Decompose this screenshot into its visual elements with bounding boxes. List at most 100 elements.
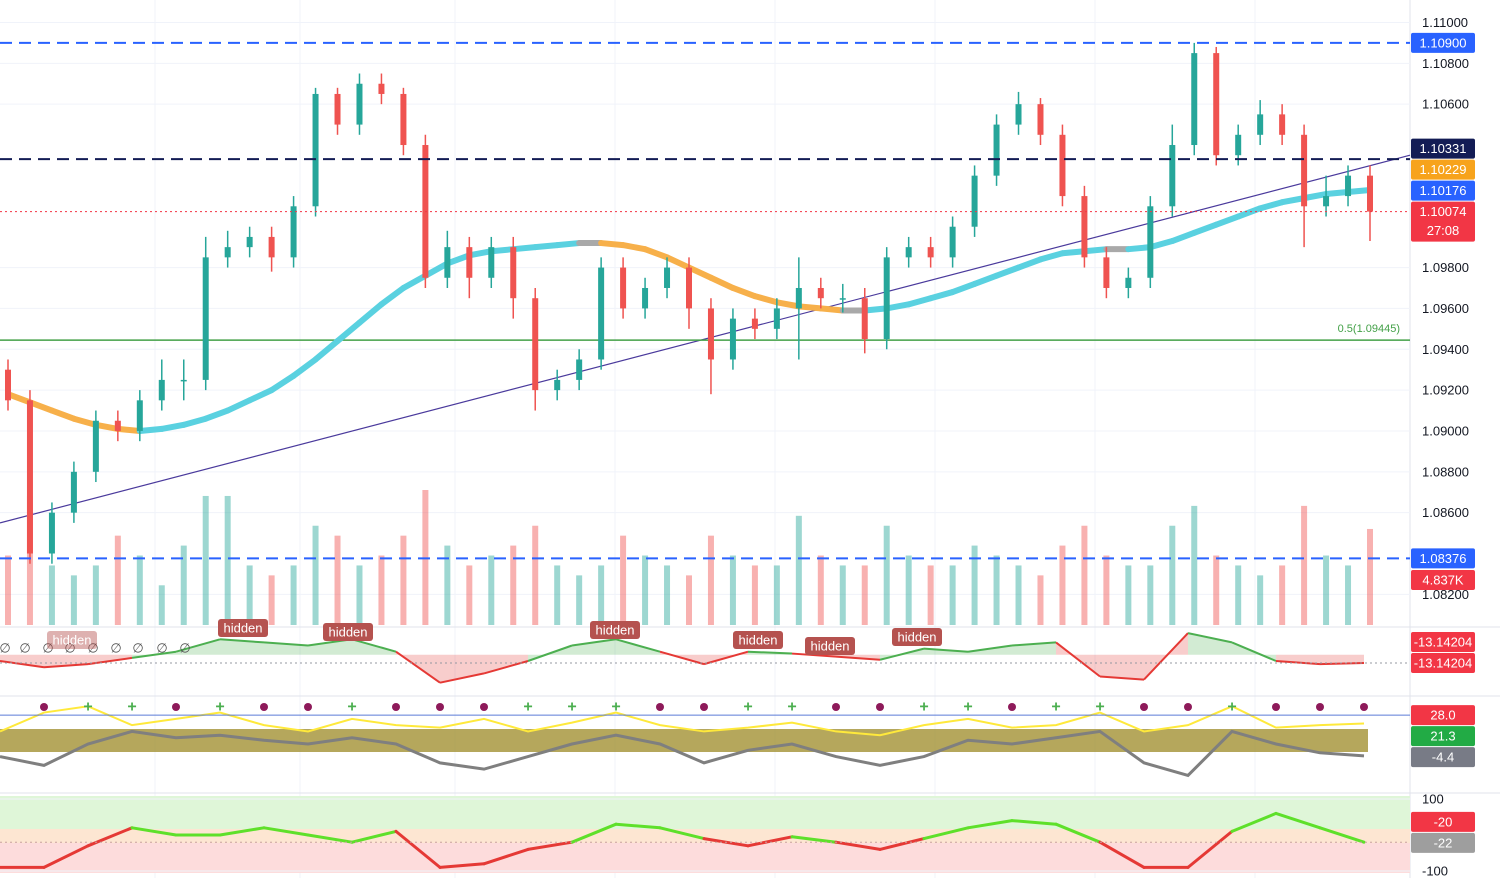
- volume-bar: [158, 585, 165, 625]
- volume-bar: [1279, 565, 1286, 625]
- signal-plus: +: [787, 699, 796, 716]
- candle-body: [26, 400, 33, 554]
- volume-bar: [5, 555, 11, 625]
- signal-dot: [392, 703, 400, 711]
- y-tick-label: 1.10600: [1422, 97, 1469, 112]
- candle-body: [92, 420, 99, 472]
- candle-body: [598, 267, 605, 360]
- indicator-line: [1054, 822, 1102, 844]
- moving-average: [949, 280, 978, 296]
- price-badge-label: -22: [1434, 835, 1453, 850]
- candle-body: [466, 247, 473, 278]
- oscillator-area: [484, 654, 528, 674]
- signal-plus: +: [1095, 699, 1104, 716]
- price-badge: [1411, 811, 1475, 832]
- volume-bar: [751, 565, 758, 625]
- annotation-box: [892, 628, 942, 646]
- moving-average: [773, 299, 802, 310]
- oscillator-line: [747, 650, 793, 655]
- signal-plus: +: [743, 699, 752, 716]
- moving-average: [5, 391, 33, 406]
- divergence-symbol: ∅: [156, 641, 167, 656]
- indicator-line: [1318, 826, 1366, 844]
- divergence-symbol: ∅: [42, 641, 53, 656]
- price-badge-label: -20: [1434, 814, 1453, 829]
- candle-body: [136, 400, 143, 431]
- candle-body: [356, 83, 363, 125]
- signal-dot: [876, 703, 884, 711]
- price-badge-label: 1.08376: [1420, 551, 1467, 566]
- moving-average: [620, 242, 649, 253]
- oscillator-line: [439, 672, 485, 684]
- moving-average: [993, 264, 1022, 279]
- volume-bar: [664, 565, 671, 625]
- volume-bar: [883, 525, 890, 625]
- indicator-line: [966, 819, 1014, 830]
- volume-bar: [488, 555, 495, 625]
- price-badge-label: -13.14204: [1414, 655, 1473, 670]
- volume-badge-label: 4.837K: [1422, 573, 1464, 588]
- candle-body: [971, 175, 978, 227]
- oscillator-line: [527, 644, 573, 662]
- candle-body: [1213, 53, 1220, 156]
- signal-dot: [480, 703, 488, 711]
- annotation-box: [47, 631, 97, 649]
- signal-plus: +: [83, 699, 92, 716]
- moving-average: [114, 425, 143, 434]
- candle-body: [246, 236, 253, 248]
- moving-average: [795, 303, 824, 312]
- annotation-box: [323, 623, 373, 641]
- candle-body: [5, 369, 11, 401]
- signal-dot: [260, 703, 268, 711]
- oscillator-area: [1320, 654, 1364, 665]
- candle-body: [1257, 114, 1264, 135]
- annotation-box: [218, 619, 268, 637]
- annotation-label: hidden: [738, 633, 777, 648]
- indicator-line: [834, 840, 882, 851]
- moving-average: [1279, 195, 1308, 206]
- price-badge-label: 1.10074: [1420, 204, 1467, 219]
- moving-average: [378, 284, 407, 308]
- volume-bar: [839, 565, 846, 625]
- volume-badge: [1411, 570, 1475, 590]
- volume-bar: [598, 565, 605, 625]
- signal-dot: [172, 703, 180, 711]
- y-tick-label: 1.11000: [1422, 15, 1468, 30]
- price-badge-label: 1.10900: [1420, 35, 1467, 50]
- candle-body: [1367, 175, 1373, 212]
- annotation-label: hidden: [52, 633, 91, 648]
- divergence-symbol: ∅: [0, 641, 11, 656]
- y-tick-label: -100: [1422, 864, 1448, 878]
- volume-bar: [971, 545, 978, 625]
- moving-average: [686, 264, 714, 281]
- indicator-line: [526, 840, 574, 851]
- volume-bar: [620, 535, 627, 625]
- moving-average: [312, 338, 341, 363]
- oscillator-line: [967, 644, 1013, 653]
- candle-body: [795, 287, 802, 309]
- price-badge: [1411, 631, 1475, 652]
- candle-body: [1323, 196, 1330, 207]
- zone-middle: [0, 829, 1410, 843]
- oscillator-area: [1100, 654, 1144, 680]
- indicator-line: [570, 822, 618, 844]
- price-badge: [1411, 138, 1475, 159]
- zone-upper: [0, 796, 1410, 829]
- signal-dot: [1360, 703, 1368, 711]
- trend-line: [0, 154, 1411, 524]
- volume-bar: [1125, 565, 1132, 625]
- moving-average: [400, 272, 429, 291]
- volume-bar: [1081, 525, 1088, 625]
- moving-average: [554, 240, 583, 249]
- volume-bar: [1015, 565, 1022, 625]
- moving-average: [26, 399, 55, 414]
- annotation-box: [733, 631, 783, 649]
- moving-average: [1257, 199, 1286, 212]
- divergence-symbol: ∅: [110, 641, 121, 656]
- signal-dot: [436, 703, 444, 711]
- price-badge: [1411, 832, 1475, 853]
- candle-body: [1015, 104, 1022, 125]
- annotation-box: [590, 621, 640, 639]
- price-badge-label: 1.10229: [1420, 162, 1467, 177]
- volume-bar: [246, 565, 253, 625]
